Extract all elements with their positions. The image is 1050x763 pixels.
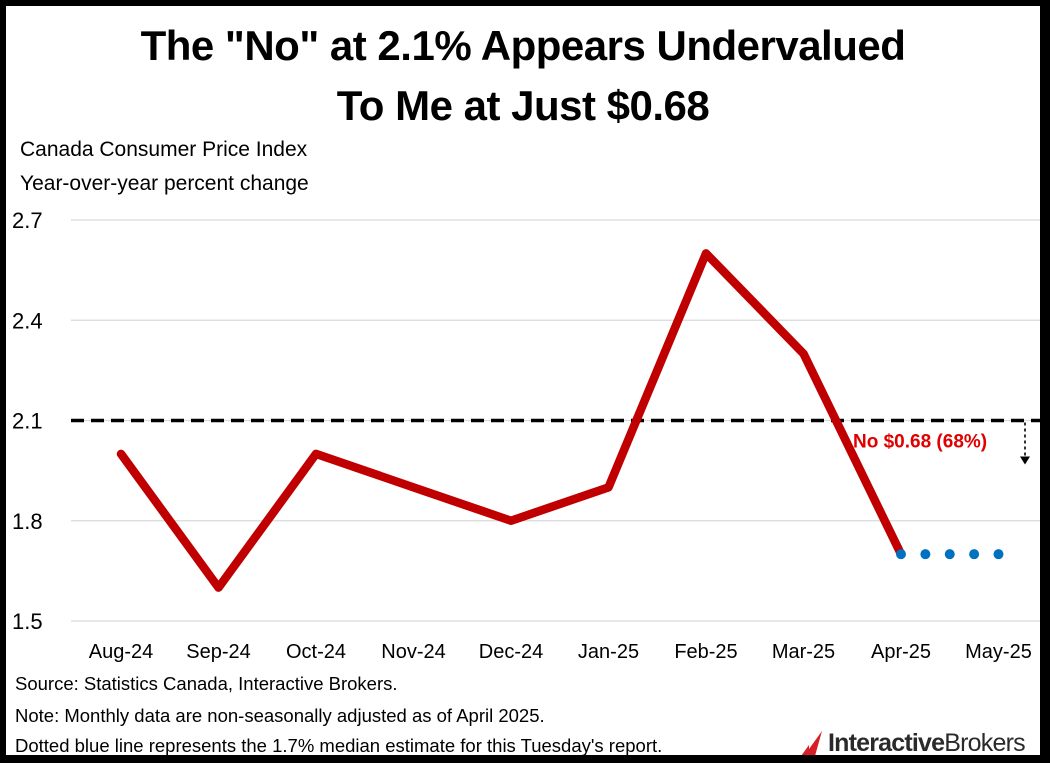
chart-title-line-1: The "No" at 2.1% Appears Undervalued xyxy=(140,22,906,69)
annotation-label: No $0.68 (68%) xyxy=(853,432,987,453)
x-tick-label: May-25 xyxy=(965,641,1032,663)
chart-subtitle-line-2: Year-over-year percent change xyxy=(20,172,309,195)
y-tick-label: 2.7 xyxy=(12,208,43,233)
source-note: Source: Statistics Canada, Interactive B… xyxy=(15,673,398,694)
x-tick-label: Apr-25 xyxy=(871,641,931,663)
y-tick-label: 2.1 xyxy=(12,409,43,434)
estimate-dot xyxy=(993,549,1004,560)
y-tick-label: 1.5 xyxy=(12,609,43,634)
estimate-dot xyxy=(944,549,955,560)
y-tick-label: 2.4 xyxy=(12,308,43,333)
logo-word-interactive: Interactive xyxy=(828,728,945,756)
estimate-dot xyxy=(920,549,931,560)
x-tick-label: Dec-24 xyxy=(479,641,543,663)
estimate-dot xyxy=(969,549,980,560)
x-tick-label: Oct-24 xyxy=(286,641,346,663)
annotation-arrow-head xyxy=(1020,456,1030,465)
estimate-note: Dotted blue line represents the 1.7% med… xyxy=(15,735,663,756)
chart-frame: The "No" at 2.1% Appears Undervalued To … xyxy=(5,5,1041,756)
line-chart: 1.5 1.8 2.1 2.4 2.7 Aug-24 Sep-24 Oct-24 Nov-24 D… xyxy=(12,208,1040,663)
estimate-dot xyxy=(896,549,906,560)
chart-subtitle-line-1: Canada Consumer Price Index xyxy=(20,138,308,161)
x-tick-label: Sep-24 xyxy=(186,641,251,663)
y-tick-label: 1.8 xyxy=(12,509,43,534)
interactive-brokers-logo-icon xyxy=(801,731,822,755)
chart-title-line-2: To Me at Just $0.68 xyxy=(336,82,710,129)
logo-word-brokers: Brokers xyxy=(944,728,1025,756)
x-tick-label: Mar-25 xyxy=(772,641,835,663)
data-note: Note: Monthly data are non-seasonally ad… xyxy=(15,705,545,726)
interactive-brokers-logo: InteractiveBrokers xyxy=(798,728,1026,756)
x-tick-label: Nov-24 xyxy=(381,641,445,663)
x-tick-label: Jan-25 xyxy=(578,641,639,663)
logo-wordmark: InteractiveBrokers xyxy=(828,728,1026,756)
x-tick-label: Aug-24 xyxy=(89,641,154,663)
x-tick-label: Feb-25 xyxy=(674,641,737,663)
